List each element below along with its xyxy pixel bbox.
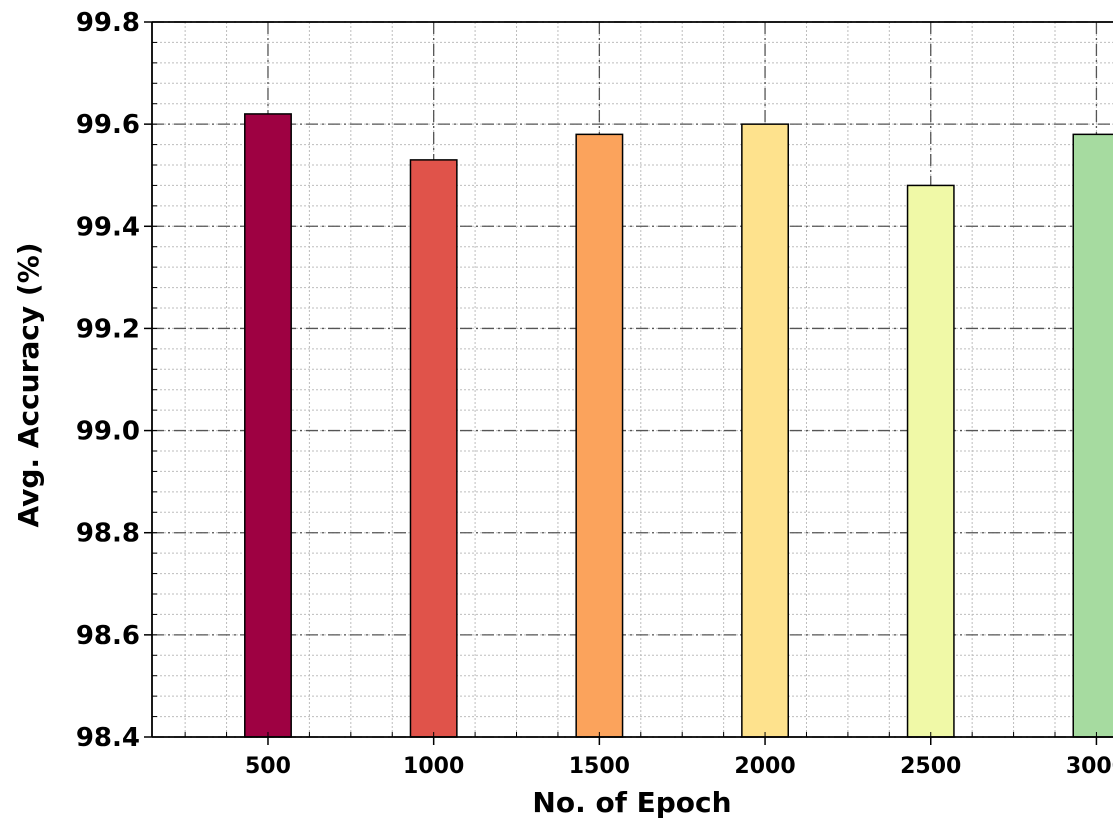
bar-2500 bbox=[906, 184, 955, 738]
x-tick-label: 500 bbox=[245, 754, 291, 779]
y-tick-label: 99.2 bbox=[76, 314, 140, 344]
major-grid bbox=[152, 21, 1113, 738]
y-axis-label: Avg. Accuracy (%) bbox=[12, 242, 45, 527]
bar-1000 bbox=[409, 159, 458, 738]
y-tick-label: 98.4 bbox=[76, 723, 140, 753]
axes-frame bbox=[151, 21, 1113, 738]
bar-3000 bbox=[1072, 133, 1113, 738]
bar-500 bbox=[244, 113, 292, 738]
minor-grid bbox=[152, 21, 1113, 738]
y-tick-label: 99.6 bbox=[76, 110, 140, 140]
tick-marks bbox=[144, 21, 1098, 745]
y-tick-label: 98.6 bbox=[76, 621, 140, 651]
bar-1500 bbox=[575, 133, 624, 738]
y-tick-label: 99.8 bbox=[76, 8, 140, 38]
y-tick-labels: 98.4 98.6 98.8 99.0 99.2 99.4 99.6 99.8 bbox=[76, 8, 140, 753]
x-tick-label: 2000 bbox=[734, 754, 795, 779]
x-tick-label: 1000 bbox=[403, 754, 464, 779]
x-tick-label: 3000 bbox=[1066, 754, 1113, 779]
bars-group bbox=[244, 113, 1113, 738]
bar-2000 bbox=[741, 123, 789, 738]
x-tick-label: 1500 bbox=[569, 754, 630, 779]
x-tick-label: 2500 bbox=[900, 754, 961, 779]
y-tick-label: 98.8 bbox=[76, 519, 140, 549]
y-tick-label: 99.0 bbox=[76, 417, 140, 447]
y-tick-label: 99.4 bbox=[76, 212, 140, 242]
x-tick-labels: 500 1000 1500 2000 2500 3000 bbox=[245, 754, 1113, 779]
x-axis-label: No. of Epoch bbox=[532, 786, 731, 819]
